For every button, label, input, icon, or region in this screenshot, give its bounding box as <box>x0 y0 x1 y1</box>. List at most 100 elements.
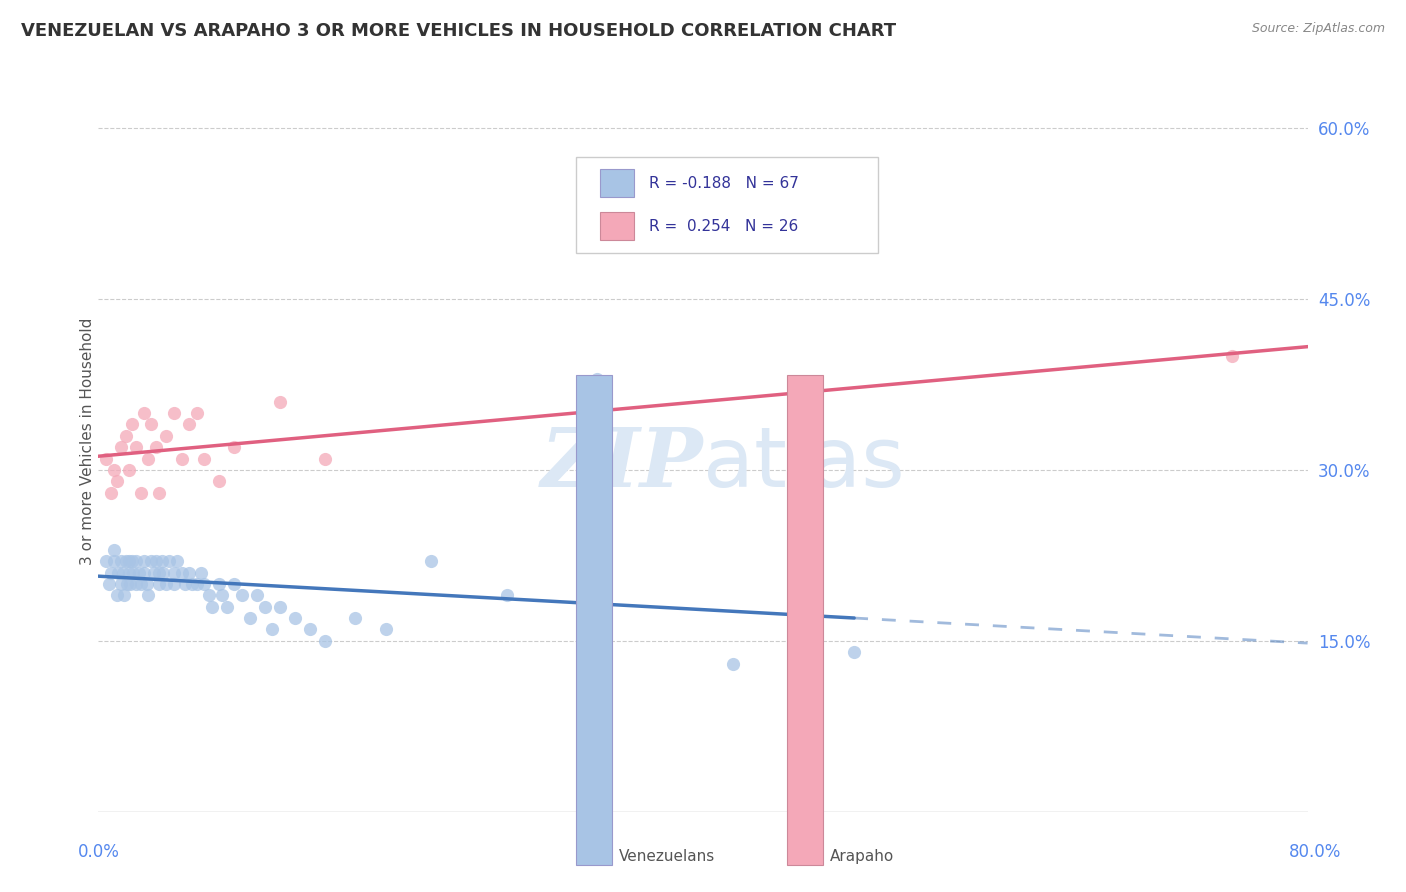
Point <box>181 577 204 591</box>
Point <box>110 440 132 454</box>
Text: Arapaho: Arapaho <box>830 849 894 863</box>
Point <box>186 406 208 420</box>
Point <box>111 566 134 580</box>
Point <box>269 394 291 409</box>
Point <box>145 440 167 454</box>
Point <box>284 611 307 625</box>
Point <box>132 406 155 420</box>
Point <box>128 566 150 580</box>
Point <box>107 566 129 580</box>
Point <box>314 633 336 648</box>
Point <box>94 451 117 466</box>
Bar <box>600 212 634 240</box>
Point <box>118 554 141 568</box>
Point <box>125 440 148 454</box>
Text: atlas: atlas <box>703 423 904 504</box>
Point <box>122 566 145 580</box>
Text: R =  0.254   N = 26: R = 0.254 N = 26 <box>648 219 797 234</box>
Point <box>190 566 212 580</box>
Point <box>495 588 517 602</box>
Point <box>193 451 215 466</box>
Point <box>132 554 155 568</box>
Point <box>129 577 152 591</box>
Text: ZIP: ZIP <box>540 424 703 504</box>
Point <box>125 577 148 591</box>
Point <box>152 566 174 580</box>
Point <box>586 372 609 386</box>
Point <box>143 566 166 580</box>
Text: 80.0%: 80.0% <box>1288 843 1341 861</box>
Point <box>105 475 128 489</box>
Point <box>141 554 163 568</box>
Point <box>145 554 167 568</box>
Point <box>231 588 253 602</box>
Point <box>115 577 138 591</box>
Point <box>262 623 284 637</box>
Point <box>159 554 181 568</box>
Point <box>103 542 125 557</box>
Point <box>148 566 170 580</box>
Point <box>197 588 219 602</box>
Text: VENEZUELAN VS ARAPAHO 3 OR MORE VEHICLES IN HOUSEHOLD CORRELATION CHART: VENEZUELAN VS ARAPAHO 3 OR MORE VEHICLES… <box>21 22 896 40</box>
Point <box>224 440 246 454</box>
Point <box>314 451 336 466</box>
Point <box>166 554 188 568</box>
FancyBboxPatch shape <box>576 156 879 252</box>
Point <box>100 566 122 580</box>
Bar <box>600 169 634 197</box>
Point <box>215 599 238 614</box>
Point <box>105 588 128 602</box>
Point <box>179 566 201 580</box>
Y-axis label: 3 or more Vehicles in Household: 3 or more Vehicles in Household <box>80 318 94 566</box>
Point <box>141 417 163 432</box>
Point <box>120 577 142 591</box>
Text: Source: ZipAtlas.com: Source: ZipAtlas.com <box>1251 22 1385 36</box>
Point <box>723 657 745 671</box>
Point <box>1220 349 1243 363</box>
Point <box>103 554 125 568</box>
Point <box>118 566 141 580</box>
Point <box>253 599 276 614</box>
Point <box>420 554 443 568</box>
Point <box>374 623 396 637</box>
Point <box>246 588 269 602</box>
Point <box>269 599 291 614</box>
Point <box>98 577 121 591</box>
Point <box>344 611 367 625</box>
Point <box>211 588 233 602</box>
Point <box>239 611 262 625</box>
Point <box>136 451 159 466</box>
Point <box>121 417 143 432</box>
Point <box>148 485 170 500</box>
Point <box>201 599 224 614</box>
Point <box>114 554 136 568</box>
Point <box>132 566 155 580</box>
Point <box>121 554 143 568</box>
Point <box>208 475 231 489</box>
Text: 0.0%: 0.0% <box>77 843 120 861</box>
Point <box>148 577 170 591</box>
Point <box>118 463 141 477</box>
Point <box>299 623 322 637</box>
Point <box>224 577 246 591</box>
Point <box>170 451 193 466</box>
Point <box>208 577 231 591</box>
Point <box>100 485 122 500</box>
Point <box>94 554 117 568</box>
Point <box>163 577 186 591</box>
Point <box>163 566 186 580</box>
Point <box>114 429 136 443</box>
Point <box>193 577 215 591</box>
Point <box>844 645 866 659</box>
Point <box>135 577 157 591</box>
Point <box>163 406 186 420</box>
Point <box>155 577 177 591</box>
Text: R = -0.188   N = 67: R = -0.188 N = 67 <box>648 176 799 191</box>
Point <box>125 554 148 568</box>
Point <box>179 417 201 432</box>
Point <box>186 577 208 591</box>
Point <box>112 588 135 602</box>
Point <box>129 485 152 500</box>
Text: Venezuelans: Venezuelans <box>619 849 714 863</box>
Point <box>155 429 177 443</box>
